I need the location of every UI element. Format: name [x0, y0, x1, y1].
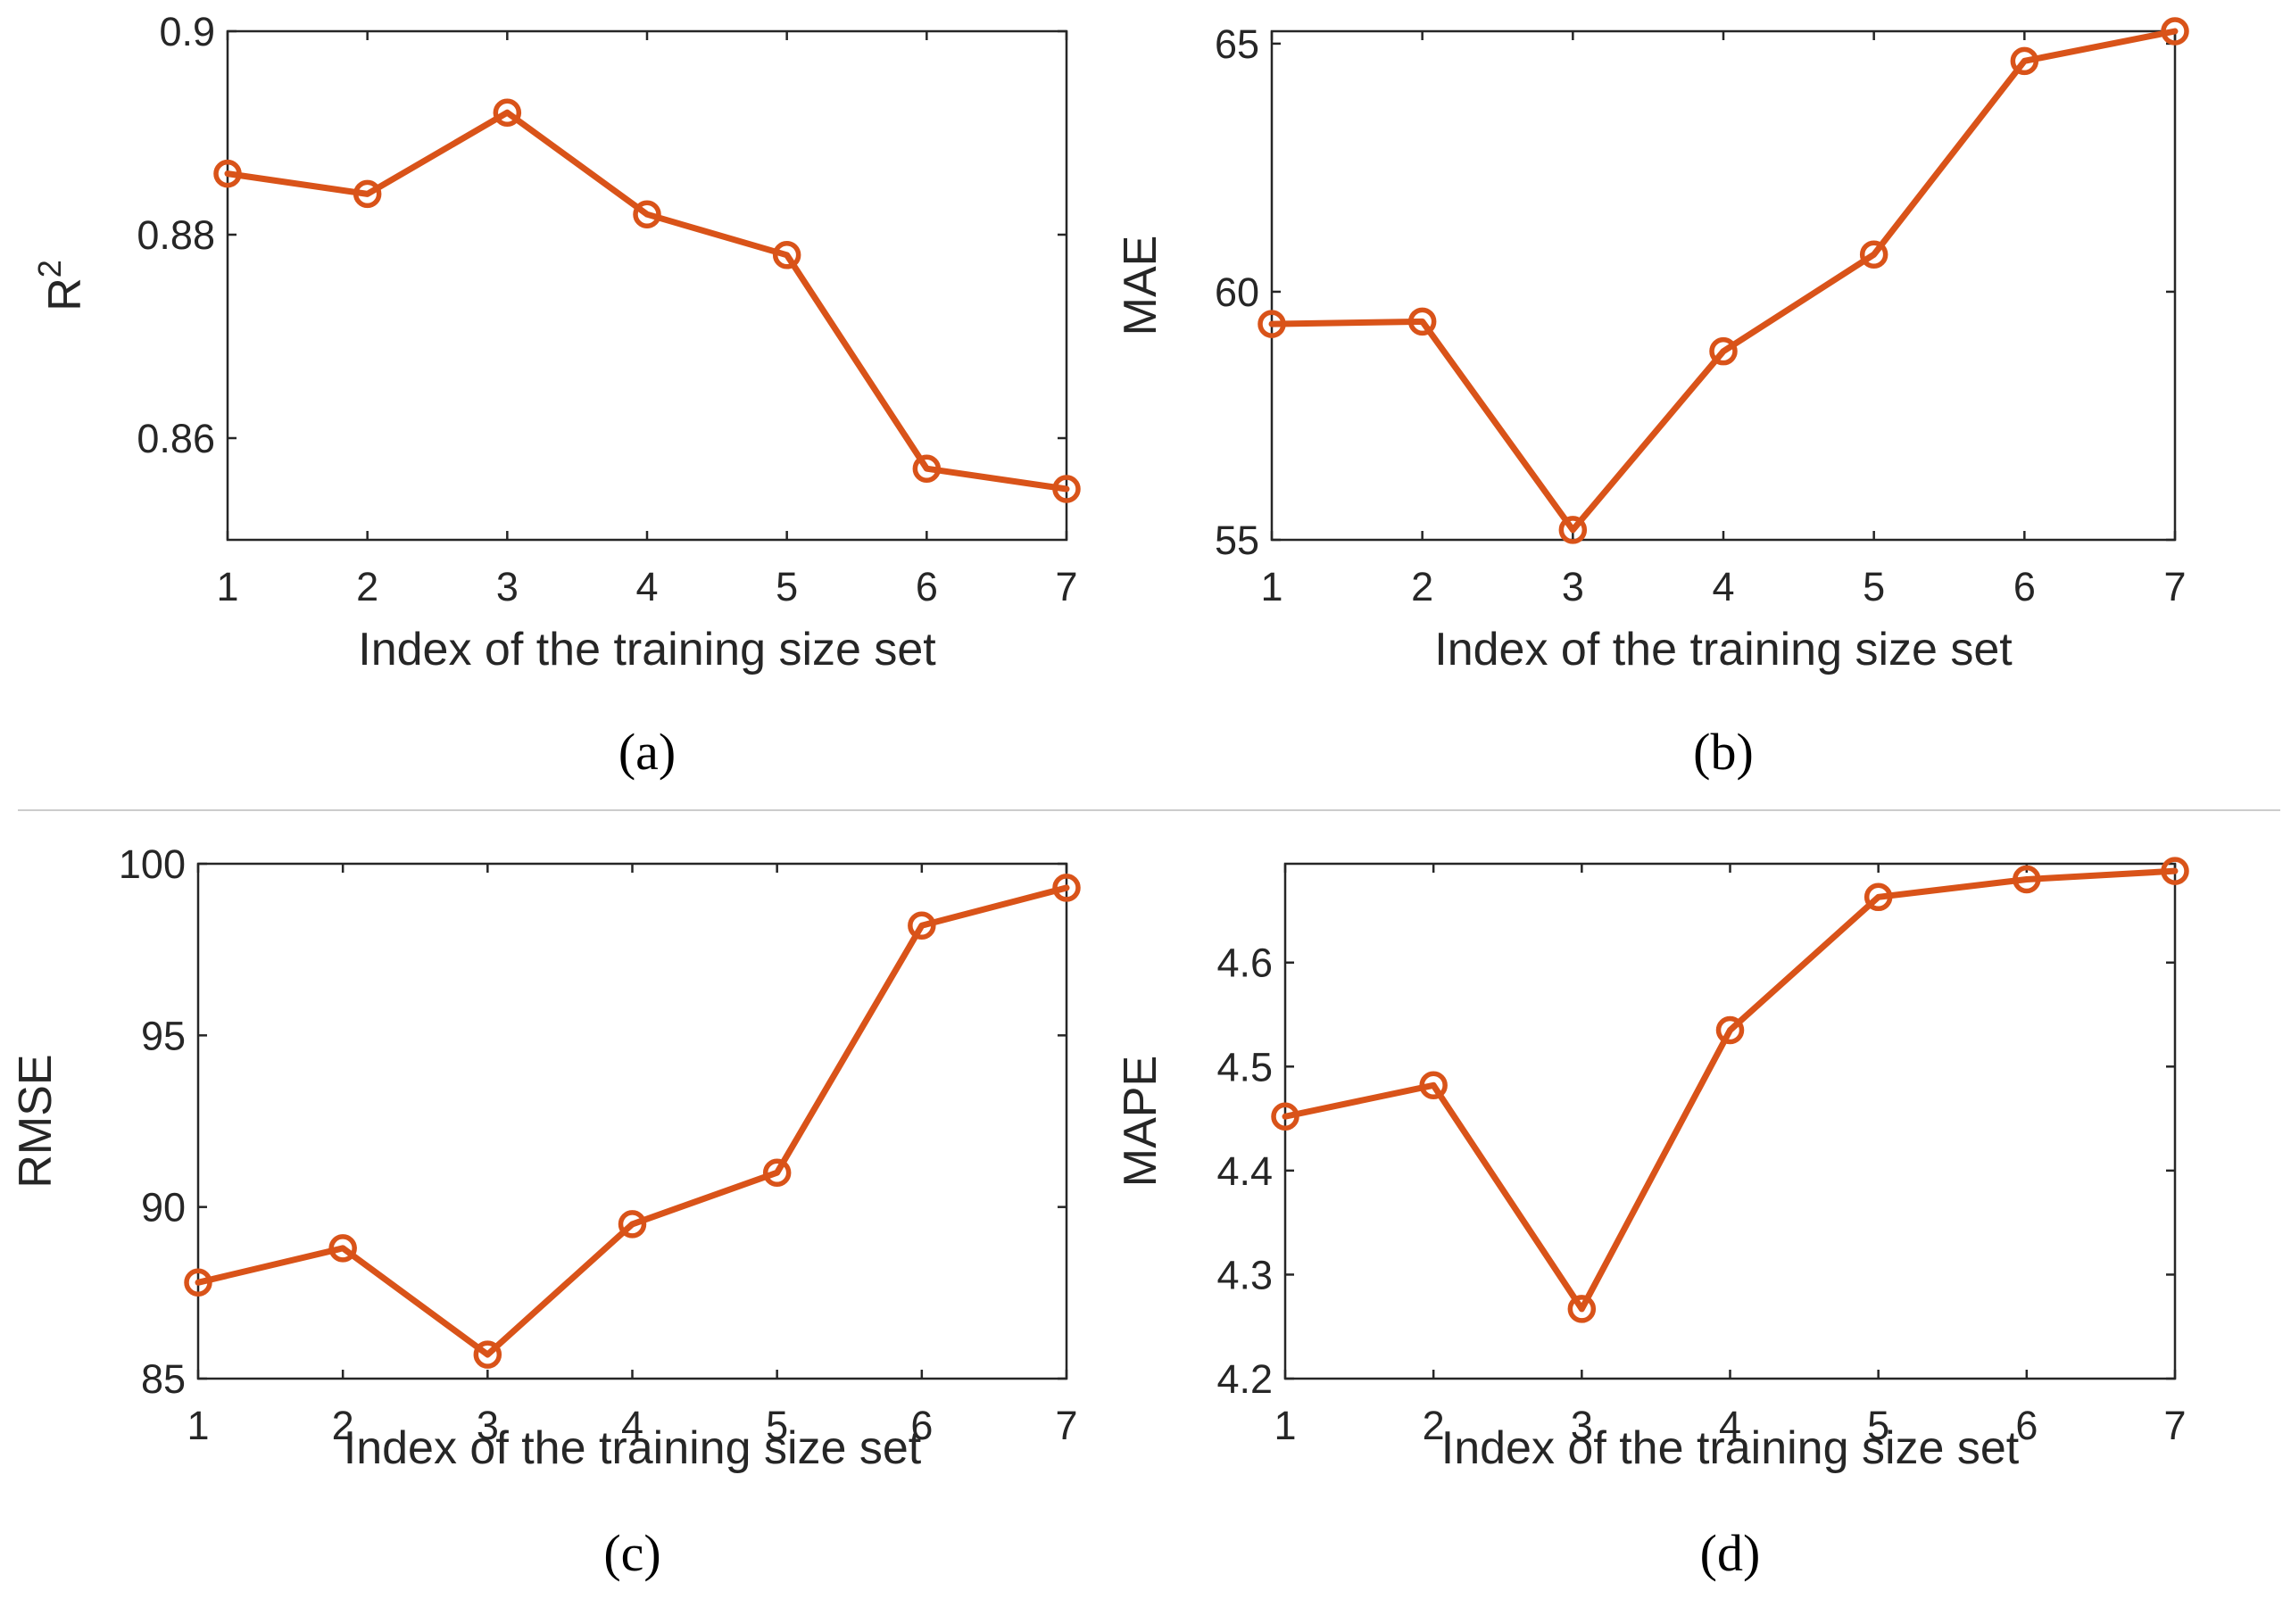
y-tick-label: 90 — [141, 1185, 186, 1230]
panel-caption: (b) — [1693, 723, 1754, 781]
data-point — [2161, 857, 2189, 885]
series-line-mape — [1282, 867, 2179, 1313]
data-point — [2161, 17, 2189, 46]
x-tick-label: 4 — [635, 564, 658, 609]
series-line-rmse — [195, 884, 1070, 1358]
data-point — [1709, 336, 1738, 366]
x-tick-label: 4 — [1719, 1403, 1741, 1448]
x-axis-label: Index of the training size set — [358, 624, 936, 675]
chart-panel-3: 1 2 3 4 5 6 7 85 90 95 100 Index of the training si… — [10, 841, 1081, 1582]
x-tick-label: 6 — [2013, 564, 2036, 609]
y-tick-label: 4.5 — [1216, 1044, 1273, 1090]
chart-panels: 1 2 3 4 5 6 7 0.86 0.88 0.9 Index of the training … — [10, 9, 2189, 1582]
data-point — [1258, 310, 1286, 338]
x-tick-label: 3 — [477, 1403, 499, 1448]
data-point — [762, 1158, 792, 1187]
axes-box — [1270, 29, 2177, 542]
data-point — [1864, 882, 1893, 912]
y-axis-label: MAE — [1115, 236, 1166, 336]
panel-caption: (c) — [603, 1524, 660, 1582]
y-tick-label: 0.88 — [137, 212, 215, 258]
axes-box — [226, 29, 1068, 542]
x-tick-label: 3 — [1562, 564, 1584, 609]
x-tick-label: 1 — [1260, 564, 1282, 609]
y-tick-label: 85 — [141, 1356, 186, 1402]
data-point — [1407, 307, 1437, 336]
x-tick-label: 4 — [1712, 564, 1734, 609]
data-point — [1052, 874, 1081, 902]
y-axis-label: MAPE — [1115, 1056, 1166, 1187]
y-tick-label: 95 — [141, 1013, 186, 1058]
x-tick-label: 1 — [1274, 1403, 1296, 1448]
x-axis-label: Index of the training size set — [1434, 624, 2013, 675]
x-tick-label: 7 — [1055, 1403, 1077, 1448]
axes-box — [1283, 862, 2177, 1380]
series-line-r2 — [224, 109, 1070, 493]
y-tick-label: 100 — [119, 841, 186, 887]
data-point — [772, 241, 801, 269]
y-tick-label: 0.86 — [137, 416, 215, 461]
chart-panel-1: 1 2 3 4 5 6 7 0.86 0.88 0.9 Index of the training … — [31, 9, 1081, 781]
data-point — [1419, 1071, 1448, 1100]
x-tick-label: 6 — [910, 1403, 933, 1448]
data-point — [1859, 240, 1888, 269]
y-axis-label: RMSE — [10, 1054, 62, 1188]
x-tick-label: 2 — [1411, 564, 1433, 609]
data-point — [618, 1210, 647, 1239]
x-tick-label: 3 — [1571, 1403, 1593, 1448]
x-tick-label: 1 — [187, 1403, 209, 1448]
x-tick-label: 3 — [496, 564, 519, 609]
y-tick-label: 55 — [1215, 518, 1259, 563]
x-tick-label: 5 — [776, 564, 798, 609]
panel-caption: (d) — [1700, 1524, 1761, 1582]
x-tick-label: 5 — [1863, 564, 1885, 609]
y-tick-label: 0.9 — [159, 9, 215, 54]
x-tick-label: 5 — [1867, 1403, 1889, 1448]
data-point — [2010, 46, 2039, 76]
data-point — [473, 1340, 502, 1369]
data-point — [1052, 475, 1081, 503]
x-axis-label: Index of the training size set — [344, 1422, 922, 1474]
x-tick-label: 4 — [621, 1403, 643, 1448]
y-tick-label: 4.4 — [1216, 1148, 1273, 1194]
x-tick-label: 2 — [356, 564, 378, 609]
data-point — [353, 179, 382, 209]
data-point — [184, 1268, 212, 1297]
y-tick-label: 4.6 — [1216, 940, 1273, 986]
x-tick-label: 2 — [1423, 1403, 1445, 1448]
data-point — [908, 911, 936, 940]
data-point — [213, 159, 242, 188]
data-point — [1271, 1102, 1299, 1131]
data-point — [1558, 516, 1588, 544]
x-tick-label: 7 — [2163, 564, 2186, 609]
y-axis-label: R2 — [31, 260, 91, 311]
chart-panel-4: 1 2 3 4 5 6 7 4.2 4.3 4.4 4.5 4.6 Index of the train… — [1115, 857, 2189, 1582]
chart-panel-2: 1 2 3 4 5 6 7 55 60 65 Index of the training size … — [1115, 17, 2189, 781]
y-tick-label: 60 — [1215, 269, 1259, 315]
y-axis-label-superscript: 2 — [31, 260, 68, 278]
x-tick-label: 5 — [766, 1403, 788, 1448]
data-point — [328, 1234, 357, 1263]
data-point — [633, 200, 661, 228]
x-tick-label: 7 — [2163, 1403, 2186, 1448]
x-tick-label: 6 — [916, 564, 938, 609]
y-tick-label: 4.3 — [1216, 1252, 1273, 1297]
panel-caption: (a) — [618, 723, 676, 781]
data-point — [2013, 865, 2041, 894]
x-tick-label: 1 — [216, 564, 238, 609]
axes-box — [196, 862, 1068, 1380]
data-point — [1715, 1015, 1745, 1045]
y-tick-label: 4.2 — [1216, 1356, 1273, 1402]
data-point — [1567, 1295, 1597, 1323]
data-point — [912, 454, 942, 483]
data-point — [493, 98, 522, 127]
series-line-mae — [1268, 28, 2179, 534]
x-tick-label: 6 — [2015, 1403, 2038, 1448]
x-tick-label: 2 — [332, 1403, 354, 1448]
x-tick-label: 7 — [1055, 564, 1077, 609]
x-axis-label: Index of the training size set — [1441, 1422, 2020, 1474]
y-tick-label: 65 — [1215, 21, 1259, 67]
